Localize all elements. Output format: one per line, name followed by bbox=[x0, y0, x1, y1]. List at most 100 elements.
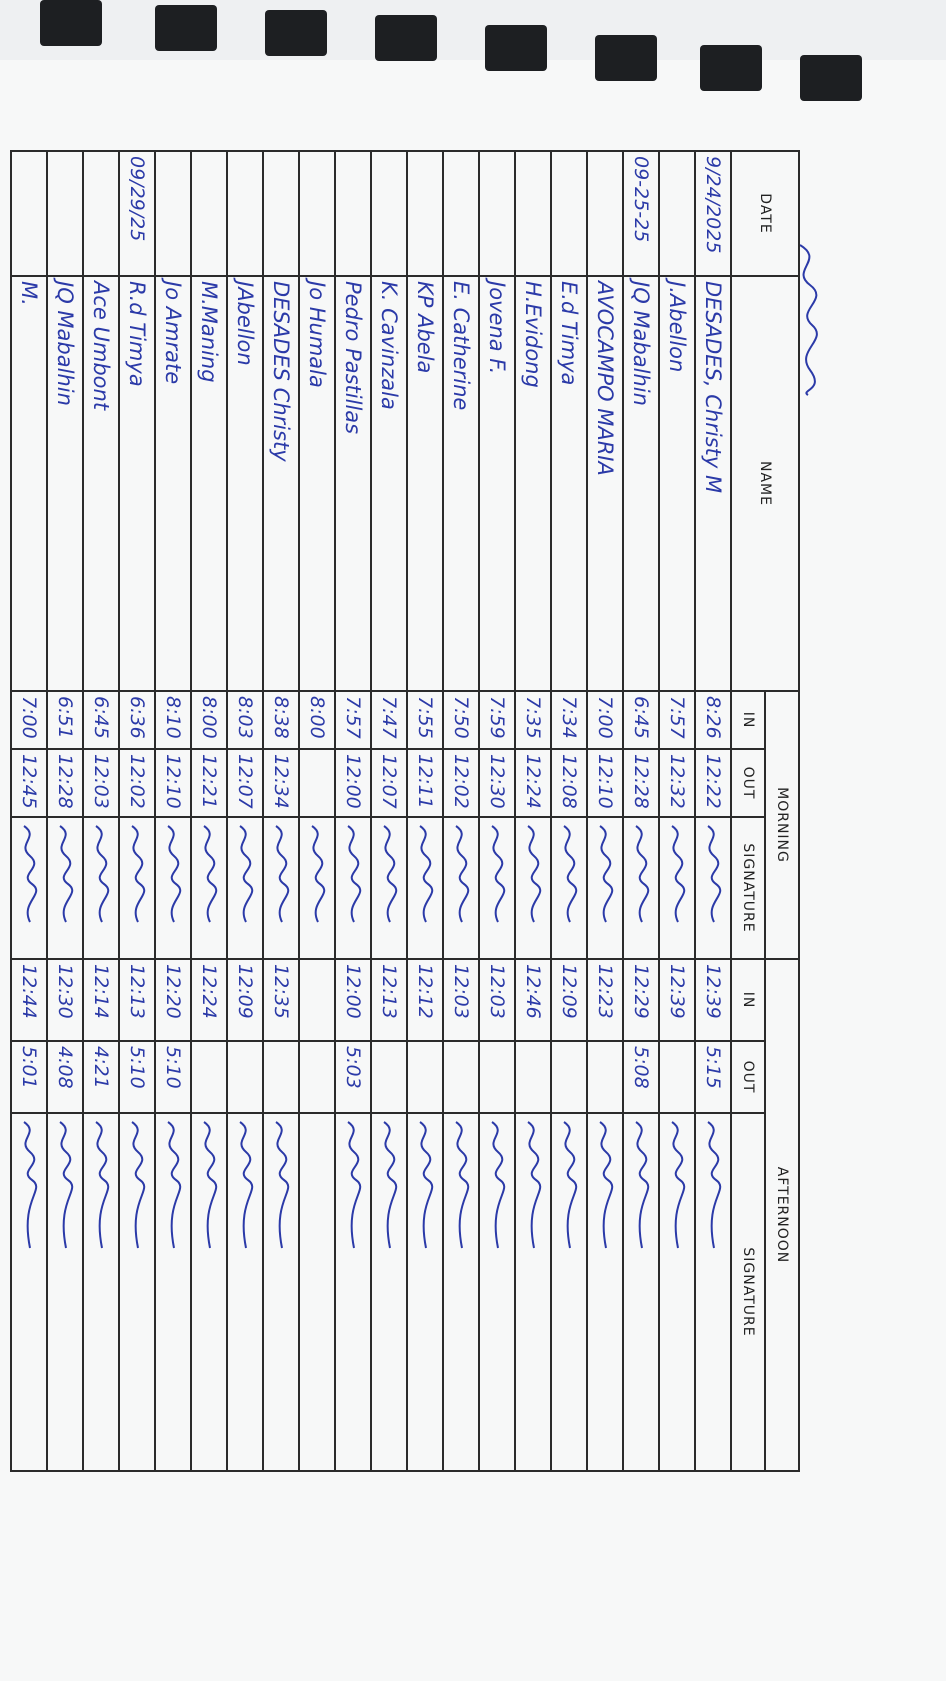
cell-morning-signature bbox=[659, 817, 695, 960]
handwritten-signature bbox=[347, 825, 362, 923]
cell-morning-in: 6:51 bbox=[47, 691, 83, 749]
header-morning: MORNING bbox=[765, 691, 799, 960]
cell-afternoon-out: 5:10 bbox=[119, 1041, 155, 1114]
cell-morning-out: 12:00 bbox=[335, 749, 371, 817]
handwritten-signature bbox=[131, 825, 146, 923]
cell-date bbox=[191, 151, 227, 276]
table-row: Ace Umbont 6:45 12:03 12:14 4:21 bbox=[83, 151, 119, 1472]
cell-afternoon-signature bbox=[515, 1113, 551, 1472]
header-date: DATE bbox=[731, 151, 799, 276]
binder-ring bbox=[485, 25, 547, 71]
cell-date: 09-25-25 bbox=[623, 151, 659, 276]
table-row: E.d Timya 7:34 12:08 12:09 bbox=[551, 151, 587, 1472]
handwritten-signature bbox=[167, 825, 182, 923]
cell-morning-in: 8:03 bbox=[227, 691, 263, 749]
cell-afternoon-out bbox=[443, 1041, 479, 1114]
cell-afternoon-signature bbox=[299, 1113, 335, 1472]
handwritten-signature bbox=[455, 825, 470, 923]
cell-afternoon-out: 5:08 bbox=[623, 1041, 659, 1114]
table-row: J.Abellon 7:57 12:32 12:39 bbox=[659, 151, 695, 1472]
attendance-sheet: DATE NAME MORNING AFTERNOON IN OUT SIGNA… bbox=[10, 150, 800, 1472]
header-morning-out: OUT bbox=[731, 749, 765, 817]
handwritten-signature bbox=[275, 825, 290, 923]
cell-morning-signature bbox=[371, 817, 407, 960]
cell-morning-signature bbox=[587, 817, 623, 960]
cell-afternoon-in bbox=[299, 959, 335, 1042]
handwritten-signature bbox=[419, 825, 434, 923]
cell-date bbox=[479, 151, 515, 276]
table-row: JAbellon 8:03 12:07 12:09 bbox=[227, 151, 263, 1472]
cell-morning-signature bbox=[263, 817, 299, 960]
cell-morning-out: 12:10 bbox=[587, 749, 623, 817]
cell-morning-in: 8:00 bbox=[191, 691, 227, 749]
handwritten-signature bbox=[707, 825, 722, 923]
cell-morning-signature bbox=[443, 817, 479, 960]
cell-afternoon-signature bbox=[443, 1113, 479, 1472]
cell-afternoon-out: 4:08 bbox=[47, 1041, 83, 1114]
cell-afternoon-in: 12:35 bbox=[263, 959, 299, 1042]
handwritten-signature bbox=[383, 825, 398, 923]
cell-afternoon-in: 12:39 bbox=[659, 959, 695, 1042]
cell-date bbox=[443, 151, 479, 276]
cell-afternoon-signature bbox=[587, 1113, 623, 1472]
cell-morning-in: 7:35 bbox=[515, 691, 551, 749]
cell-morning-signature bbox=[227, 817, 263, 960]
cell-morning-signature bbox=[119, 817, 155, 960]
cell-afternoon-out bbox=[227, 1041, 263, 1114]
handwritten-signature bbox=[203, 1121, 218, 1249]
cell-morning-in: 7:55 bbox=[407, 691, 443, 749]
cell-name: DESADES, Christy M bbox=[695, 276, 731, 691]
cell-morning-out: 12:11 bbox=[407, 749, 443, 817]
cell-afternoon-in: 12:09 bbox=[227, 959, 263, 1042]
cell-morning-signature bbox=[83, 817, 119, 960]
cell-afternoon-signature bbox=[695, 1113, 731, 1472]
cell-morning-in: 7:00 bbox=[11, 691, 47, 749]
cell-morning-signature bbox=[47, 817, 83, 960]
cell-morning-signature bbox=[407, 817, 443, 960]
cell-morning-in: 7:59 bbox=[479, 691, 515, 749]
header-afternoon: AFTERNOON bbox=[765, 959, 799, 1472]
cell-afternoon-in: 12:30 bbox=[47, 959, 83, 1042]
cell-afternoon-signature bbox=[191, 1113, 227, 1472]
cell-morning-signature bbox=[299, 817, 335, 960]
cell-morning-in: 8:26 bbox=[695, 691, 731, 749]
header-morning-signature: SIGNATURE bbox=[731, 817, 765, 960]
table-row: Jo Amrate 8:10 12:10 12:20 5:10 bbox=[155, 151, 191, 1472]
cell-morning-out: 12:22 bbox=[695, 749, 731, 817]
cell-afternoon-out: 5:10 bbox=[155, 1041, 191, 1114]
cell-morning-in: 7:00 bbox=[587, 691, 623, 749]
handwritten-signature bbox=[275, 1121, 290, 1249]
cell-morning-out bbox=[299, 749, 335, 817]
cell-morning-out: 12:21 bbox=[191, 749, 227, 817]
cell-morning-signature bbox=[515, 817, 551, 960]
cell-date bbox=[335, 151, 371, 276]
corner-handwriting bbox=[799, 244, 818, 396]
cell-date: 9/24/2025 bbox=[695, 151, 731, 276]
cell-date bbox=[371, 151, 407, 276]
cell-name: JQ Mabalhin bbox=[47, 276, 83, 691]
binder-ring bbox=[700, 45, 762, 91]
handwritten-signature bbox=[419, 1121, 434, 1249]
cell-afternoon-out bbox=[371, 1041, 407, 1114]
cell-afternoon-in: 12:23 bbox=[587, 959, 623, 1042]
cell-afternoon-out: 5:01 bbox=[11, 1041, 47, 1114]
handwritten-signature bbox=[347, 1121, 362, 1249]
cell-afternoon-in: 12:46 bbox=[515, 959, 551, 1042]
cell-afternoon-signature bbox=[407, 1113, 443, 1472]
cell-afternoon-signature bbox=[47, 1113, 83, 1472]
header-afternoon-out: OUT bbox=[731, 1041, 765, 1114]
cell-date bbox=[83, 151, 119, 276]
cell-afternoon-in: 12:03 bbox=[479, 959, 515, 1042]
binder-ring bbox=[40, 0, 102, 46]
handwritten-signature bbox=[563, 825, 578, 923]
cell-afternoon-signature bbox=[479, 1113, 515, 1472]
cell-afternoon-in: 12:03 bbox=[443, 959, 479, 1042]
cell-morning-in: 8:00 bbox=[299, 691, 335, 749]
cell-name: Pedro Pastillas bbox=[335, 276, 371, 691]
cell-name: Jovena F. bbox=[479, 276, 515, 691]
cell-afternoon-in: 12:20 bbox=[155, 959, 191, 1042]
cell-afternoon-signature bbox=[623, 1113, 659, 1472]
table-row: DESADES Christy 8:38 12:34 12:35 bbox=[263, 151, 299, 1472]
cell-date bbox=[227, 151, 263, 276]
cell-name: M.Maning bbox=[191, 276, 227, 691]
